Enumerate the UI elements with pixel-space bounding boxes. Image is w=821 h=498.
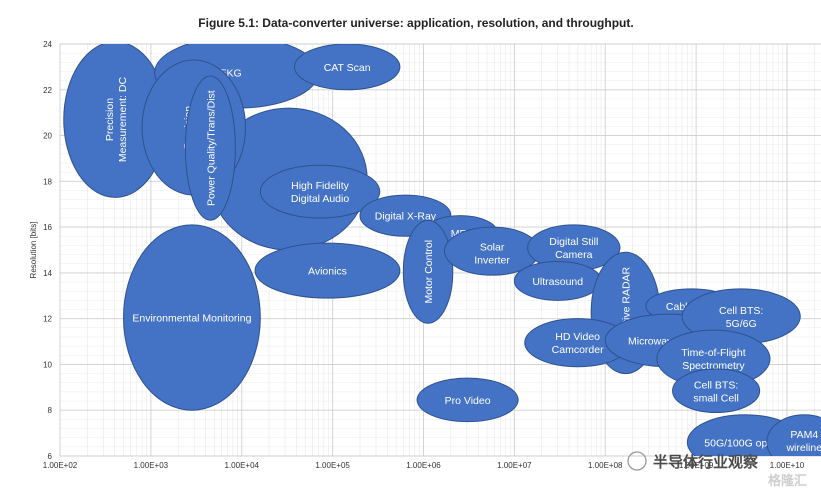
bubble-shape: [123, 224, 261, 411]
y-tick-label: 14: [43, 269, 52, 278]
bubble-label-line: small Cell: [693, 392, 739, 404]
bubble-label-line: Solar: [480, 242, 505, 254]
wechat-icon: [627, 451, 647, 471]
bubble-label-line: Spectrometry: [682, 360, 745, 372]
bubble-shape: [402, 219, 454, 324]
bubble-shape: [766, 414, 821, 456]
bubble-shape: [254, 242, 401, 299]
bubble: Motor Control: [402, 219, 454, 324]
bubble-label-line: Avionics: [308, 266, 347, 278]
bubble-shape: [259, 164, 381, 219]
bubble-label-line: Digital Still: [549, 236, 598, 248]
bubble-label-line: Ultrasound: [532, 276, 583, 288]
bubble-layer: Environmental Monitoring Precision Measure…: [63, 44, 821, 456]
bubble-label: Ultrasound: [532, 276, 583, 288]
y-tick-label: 24: [43, 40, 52, 49]
bubble-label-line: Precision: [104, 98, 116, 141]
bubble: Pro Video: [416, 377, 519, 423]
bubble-label-line: Cell BTS:: [694, 379, 738, 391]
watermark: 半导体行业观察 格隆汇: [627, 451, 807, 489]
bubble-shape: [184, 75, 236, 221]
bubble-label: Pro Video: [445, 395, 491, 407]
bubble-label-line: PAM4: [790, 429, 818, 441]
watermark-text: 半导体行业观察: [653, 453, 759, 471]
bubble-label: Power Quality/Trans/Dist: [205, 90, 217, 206]
bubble: Ultrasound: [513, 260, 602, 301]
x-tick-label: 1.00E+04: [225, 461, 260, 470]
bubble-label-line: Measurement: DC: [117, 77, 129, 163]
bubble-label-line: High Fidelity: [291, 180, 350, 192]
chart-title: Figure 5.1: Data-converter universe: app…: [198, 16, 633, 30]
bubble-label: Avionics: [308, 266, 347, 278]
bubble-label-line: Power Quality/Trans/Dist: [205, 90, 217, 206]
bubble-label: Environmental Monitoring: [132, 313, 251, 325]
x-tick-label: 1.00E+06: [406, 461, 441, 470]
x-tick-label: 1.00E+07: [497, 461, 532, 470]
bubble-shape: [293, 44, 401, 91]
bubble-label-line: Pro Video: [445, 395, 491, 407]
bubble-label-line: Camera: [555, 249, 593, 261]
bubble-label: Cell BTS:small Cell: [693, 379, 739, 404]
bubble-shape: [416, 377, 519, 423]
bubble-label-line: 5G/6G: [726, 318, 757, 330]
y-tick-label: 8: [48, 406, 53, 415]
y-tick-label: 20: [43, 132, 52, 141]
y-tick-label: 6: [48, 452, 53, 461]
bubble-label-line: Digital Audio: [291, 193, 350, 205]
y-tick-label: 10: [43, 360, 52, 369]
bubble-label-line: Time-of-Flight: [681, 347, 745, 359]
x-tick-label: 1.00E+03: [134, 461, 169, 470]
bubble-label-line: HD Video: [555, 331, 600, 343]
bubble: Power Quality/Trans/Dist: [184, 75, 236, 221]
bubble: Environmental Monitoring: [123, 224, 261, 411]
x-tick-label: 1.00E+05: [315, 461, 350, 470]
bubble-label-line: CAT Scan: [324, 62, 371, 74]
y-tick-label: 22: [43, 86, 52, 95]
bubble: CAT Scan: [293, 44, 401, 91]
y-tick-label: 16: [43, 223, 52, 232]
bubble-label: 50G/100G optical: [704, 437, 786, 449]
bubble-label-line: wireline: [785, 442, 821, 454]
bubble-label: Digital X-Ray: [375, 211, 437, 223]
bubble-label-line: Cell BTS:: [719, 305, 763, 317]
y-axis-ticks: 6 8 10 12 14 16 18 20 22 24: [43, 40, 52, 461]
x-tick-label: 1.00E+09: [679, 461, 714, 470]
y-tick-label: 18: [43, 177, 52, 186]
bubble-label: Cell BTS:5G/6G: [719, 305, 763, 330]
bubble-label-line: Inverter: [474, 255, 510, 267]
x-tick-label: 1.00E+02: [43, 461, 78, 470]
y-tick-label: 12: [43, 315, 52, 324]
bubble-label-line: Camcorder: [552, 344, 604, 356]
bubble-label-line: Environmental Monitoring: [132, 313, 251, 325]
bubble: Cell BTS:small Cell: [672, 368, 761, 414]
bubble-label-line: 50G/100G optical: [704, 437, 786, 449]
x-tick-label: 1.00E+10: [770, 461, 805, 470]
bubble-label-line: Motor Control: [423, 240, 435, 304]
bubble-label: Precision Measurement: DC: [104, 77, 129, 163]
bubble: Precision Measurement: DC: [63, 44, 168, 198]
bubble-label-line: Digital X-Ray: [375, 211, 437, 223]
watermark-brand: 格隆汇: [768, 473, 807, 489]
bubble-shape: [672, 368, 761, 414]
bubble-label: Motor Control: [423, 240, 435, 304]
x-tick-label: 1.00E+08: [588, 461, 623, 470]
bubble: Avionics: [254, 242, 401, 299]
y-axis-label: Resolution [bits]: [29, 222, 38, 279]
x-axis-ticks: 1.00E+02 1.00E+03 1.00E+04 1.00E+05 1.00E+06…: [43, 461, 805, 470]
bubble-label: CAT Scan: [324, 62, 371, 74]
